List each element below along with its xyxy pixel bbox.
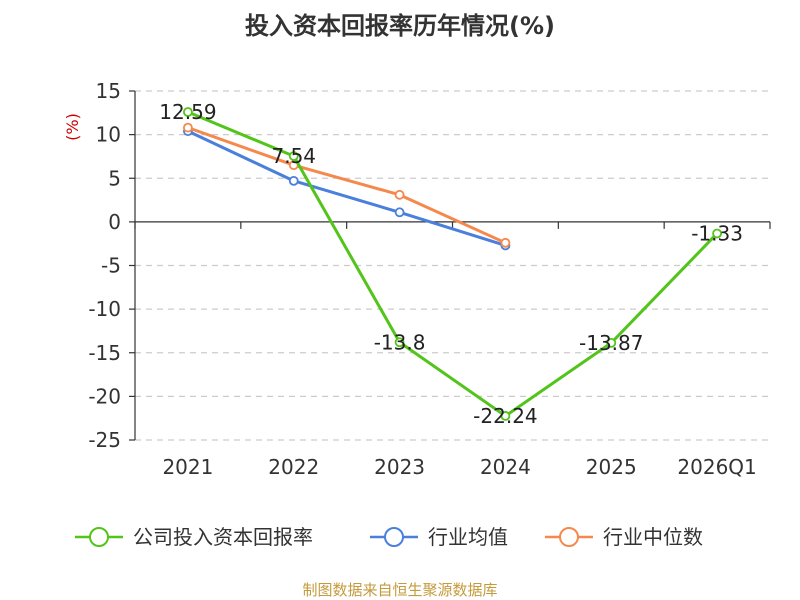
data-point bbox=[288, 151, 299, 161]
x-tick-label: 2022 bbox=[268, 455, 319, 479]
grid-lines bbox=[135, 90, 770, 441]
source-note: 制图数据来自恒生聚源数据库 bbox=[302, 581, 498, 599]
y-tick-label: -20 bbox=[88, 384, 121, 408]
data-point bbox=[394, 189, 405, 200]
data-label: 12.59 bbox=[159, 100, 216, 124]
legend-label: 行业中位数 bbox=[603, 525, 703, 549]
data-point bbox=[394, 337, 405, 348]
data-label: 7.54 bbox=[271, 144, 316, 168]
legend-swatch-marker bbox=[89, 527, 109, 547]
series-line bbox=[187, 129, 506, 247]
data-label: -13.87 bbox=[579, 331, 643, 355]
series-line bbox=[187, 110, 719, 418]
data-point bbox=[712, 228, 722, 239]
y-tick-label: -10 bbox=[88, 297, 121, 321]
y-tick-label: 15 bbox=[96, 79, 121, 103]
data-point bbox=[183, 122, 193, 133]
y-tick-label: 10 bbox=[96, 123, 121, 147]
y-tick-label: 0 bbox=[108, 210, 121, 234]
data-point bbox=[394, 207, 405, 218]
data-label: -22.24 bbox=[473, 404, 537, 428]
legend-label: 公司投入资本回报率 bbox=[133, 525, 313, 549]
data-label: -1.33 bbox=[691, 221, 743, 245]
x-tick-label: 2023 bbox=[374, 455, 425, 479]
legend: 公司投入资本回报率 行业均值 行业中位数 bbox=[75, 525, 703, 549]
x-tick-label: 2026Q1 bbox=[677, 455, 756, 479]
y-tick-label: -25 bbox=[88, 428, 121, 452]
data-point bbox=[288, 175, 299, 186]
legend-swatch-marker bbox=[384, 527, 404, 547]
data-point bbox=[500, 237, 511, 248]
x-tick-label: 2024 bbox=[480, 455, 531, 479]
legend-label: 行业均值 bbox=[428, 525, 508, 549]
x-tick-label: 2025 bbox=[586, 455, 637, 479]
data-label: -13.8 bbox=[374, 330, 426, 354]
data-point bbox=[500, 411, 511, 421]
y-tick-label: -5 bbox=[101, 254, 121, 278]
y-tick-label: 5 bbox=[108, 166, 121, 190]
data-labels: 12.59 7.54 -13.8 -22.24 -13.87 -1.33 bbox=[159, 100, 743, 428]
chart-title: 投入资本回报率历年情况(%) bbox=[245, 12, 555, 40]
axes: 15 10 5 0 -5 -10 -15 -20 -25 2021 2022 2023 2024 2025… bbox=[63, 79, 771, 479]
data-point bbox=[183, 107, 193, 117]
y-tick-label: -15 bbox=[88, 341, 121, 365]
series-lines bbox=[183, 107, 722, 421]
x-tick-label: 2021 bbox=[162, 455, 213, 479]
data-point bbox=[606, 337, 617, 348]
y-axis-label: (%) bbox=[63, 113, 82, 141]
legend-swatch-marker bbox=[559, 527, 579, 547]
series-line bbox=[187, 126, 507, 245]
